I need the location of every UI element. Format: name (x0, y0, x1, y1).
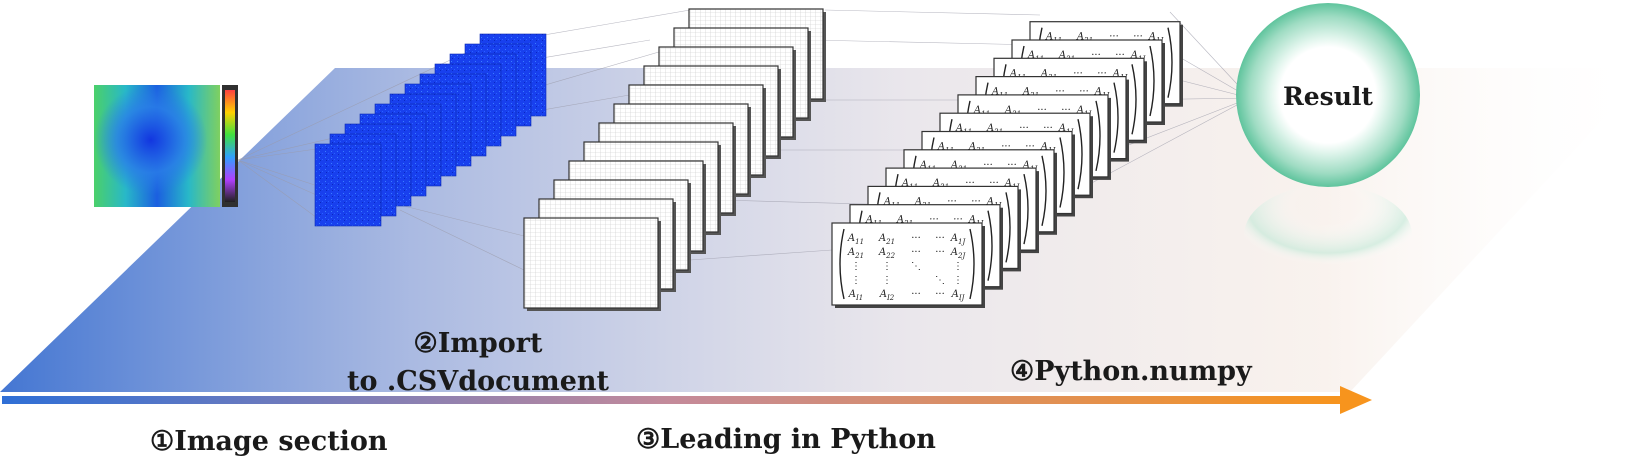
matrix-cell: ··· (1001, 142, 1011, 153)
matrix-cell: ··· (1019, 123, 1029, 134)
matrix-cell: ··· (1079, 87, 1089, 98)
heatmap-slice (314, 143, 382, 227)
matrix-cell: ··· (935, 289, 945, 300)
matrix-cell: ⋮ (882, 261, 892, 272)
matrix-cell: ⋮ (953, 275, 963, 286)
matrix-cell: ··· (1091, 50, 1101, 61)
matrix-cell: ··· (1115, 50, 1125, 61)
matrix-cell: ⋮ (882, 275, 892, 286)
csv-sheet (523, 217, 661, 311)
result-ring: Result (1236, 3, 1420, 285)
matrix-cell: ⋱ (935, 275, 945, 286)
step2-label-line2: to .CSVdocument (347, 366, 610, 397)
matrix-cell: ··· (935, 247, 945, 258)
matrix-cell: ··· (989, 178, 999, 189)
matrix-cell: ··· (1061, 105, 1071, 116)
matrix-cell: ··· (911, 233, 921, 244)
matrix-cell: ··· (911, 247, 921, 258)
step4-label: ④Python.numpy (1010, 356, 1253, 387)
matrix-cell: ··· (947, 196, 957, 207)
matrix-cell: ··· (929, 215, 939, 226)
csv-sheet-stack (523, 8, 826, 311)
process-arrow (2, 386, 1372, 414)
heatmap-slice-stack (314, 33, 547, 227)
result-ring-reflection (1244, 185, 1412, 285)
result-label: Result (1283, 82, 1373, 111)
matrix-cell: ··· (983, 160, 993, 171)
matrix-cell: ··· (911, 289, 921, 300)
matrix-cell: ··· (1097, 68, 1107, 79)
matrix-cell: ⋱ (911, 261, 921, 272)
step1-label: ①Image section (150, 426, 388, 457)
matrix-cell: ··· (1109, 32, 1119, 43)
matrix-cell: ··· (953, 215, 963, 226)
step2-label-line1: ②Import (413, 328, 543, 359)
source-heatmap-image (94, 85, 238, 207)
matrix-cell: ··· (1133, 32, 1143, 43)
matrix-cell: ··· (1007, 160, 1017, 171)
matrix-cell: ··· (965, 178, 975, 189)
matrix-cell: ··· (971, 196, 981, 207)
matrix-cell: ⋮ (953, 261, 963, 272)
step3-label: ③Leading in Python (636, 424, 936, 455)
matrix-cell: ··· (1055, 87, 1065, 98)
matrix-stack: A11A21······A1JA21A22······A2J⋮⋮⋱⋮⋮⋮⋱⋮AI… (831, 21, 1183, 308)
matrix-cell: ⋮ (851, 261, 861, 272)
matrix-cell: ··· (1037, 105, 1047, 116)
matrix-cell: ⋮ (851, 275, 861, 286)
matrix-cell: ··· (1043, 123, 1053, 134)
matrix-cell: ··· (1073, 68, 1083, 79)
matrix-cell: ··· (1025, 142, 1035, 153)
colorbar (225, 90, 235, 202)
matrix-cell: ··· (935, 233, 945, 244)
